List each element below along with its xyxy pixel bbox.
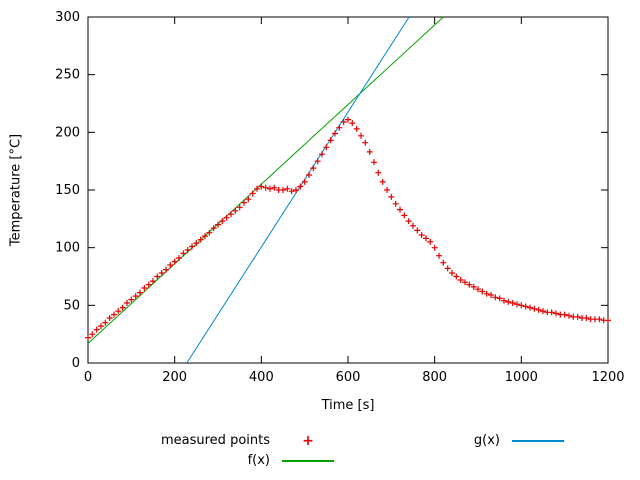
x-tick-label: 800 [422, 370, 447, 385]
f-line [87, 16, 444, 344]
x-tick-label: 1200 [591, 370, 624, 385]
y-tick-label: 200 [55, 125, 80, 140]
measured-points-marker-icon: + [302, 433, 314, 449]
y-tick-label: 250 [55, 68, 80, 83]
y-tick-label: 0 [72, 356, 80, 371]
x-tick-label: 0 [84, 370, 92, 385]
legend-label-g: g(x) [473, 433, 500, 448]
plot-border [87, 16, 609, 364]
x-tick-label: 1000 [505, 370, 538, 385]
y-tick-label: 50 [63, 298, 80, 313]
legend-label-measured-points: measured points [160, 433, 270, 448]
x-tick-label: 200 [162, 370, 187, 385]
y-tick-label: 100 [55, 241, 80, 256]
y-tick-label: 150 [55, 183, 80, 198]
legend-item-g: g(x) [375, 433, 564, 449]
measured-points [85, 116, 611, 341]
y-axis-label: Temperature [°C] [8, 133, 24, 247]
g-line-sample [512, 440, 564, 442]
x-axis-label: Time [s] [321, 398, 375, 413]
y-tick-label: 300 [55, 10, 80, 25]
x-tick-label: 400 [249, 370, 274, 385]
x-tick-label: 600 [336, 370, 361, 385]
legend-item-measured-points: measured points + [140, 433, 334, 449]
f-line-sample [282, 460, 334, 462]
legend-item-f: f(x) [140, 453, 334, 469]
legend-label-f: f(x) [247, 453, 270, 468]
